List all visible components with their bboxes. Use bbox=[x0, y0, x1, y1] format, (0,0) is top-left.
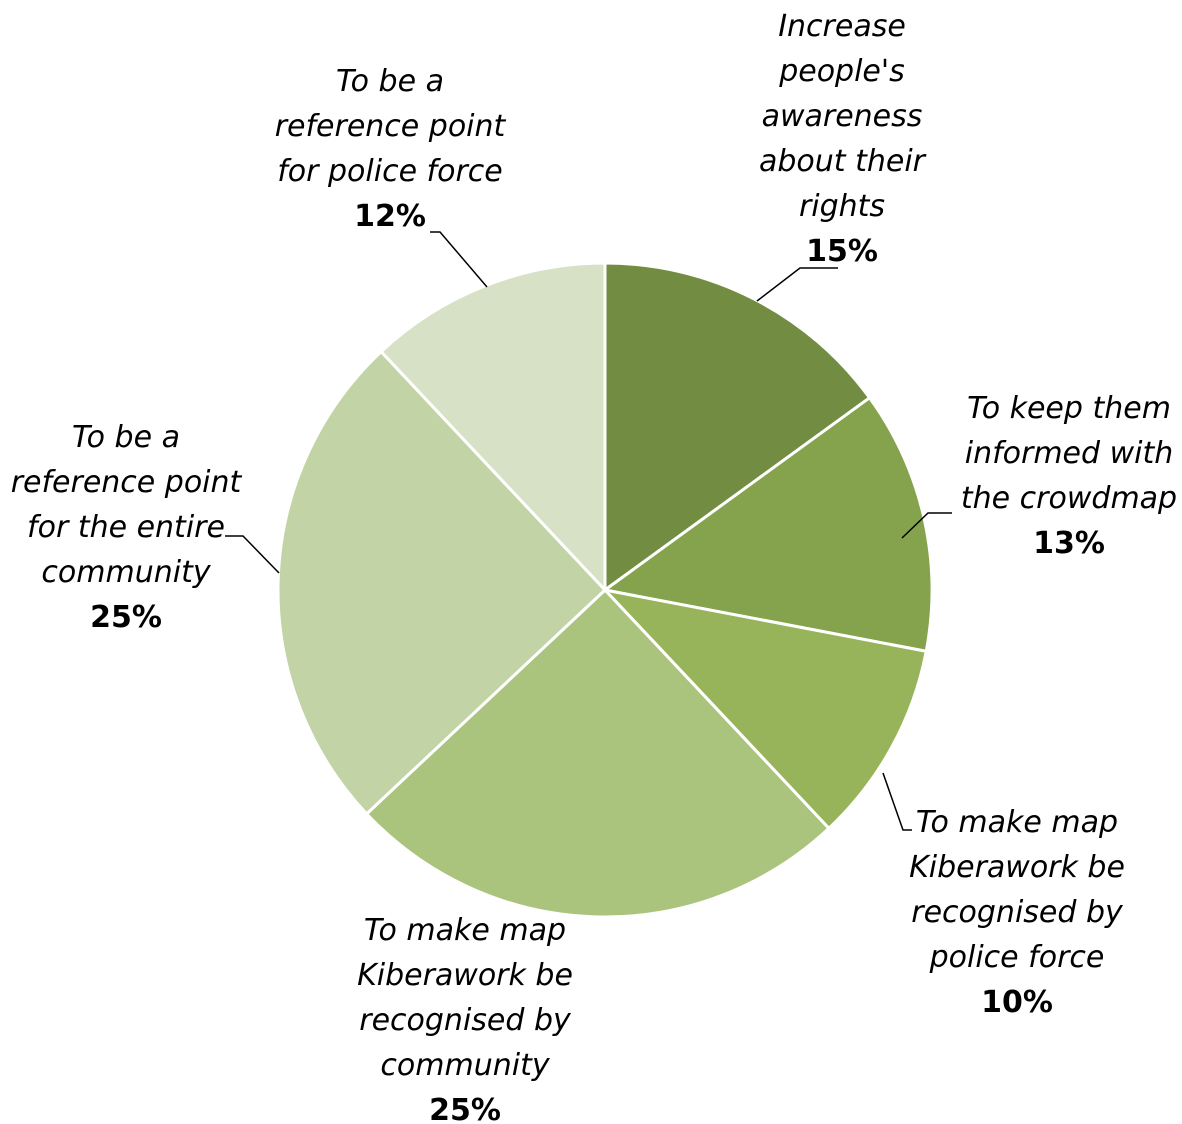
category-label-line: awareness bbox=[762, 99, 923, 134]
category-label-line: reference point bbox=[275, 109, 507, 144]
category-label-line: Kiberawork be bbox=[909, 850, 1125, 885]
category-label-line: Kiberawork be bbox=[357, 958, 573, 993]
leader-lines-layer bbox=[225, 231, 952, 831]
slice-label: To be a reference point for the entire comm… bbox=[11, 420, 243, 635]
leader-line bbox=[225, 535, 280, 574]
category-label-line: the crowdmap bbox=[961, 481, 1177, 516]
slice-label: To keep them informed with the crowdmap 13% bbox=[961, 391, 1177, 561]
labels-layer: Increase people's awareness about their righ… bbox=[11, 9, 1177, 1124]
slices-layer bbox=[276, 261, 934, 919]
category-label-line: To make map bbox=[364, 913, 566, 948]
pie-slice bbox=[600, 587, 928, 831]
category-label-line: rights bbox=[799, 189, 885, 224]
category-label-line: for police force bbox=[277, 154, 503, 189]
leader-line bbox=[901, 512, 952, 539]
percentage-label: 15% bbox=[806, 234, 878, 269]
slice-label: To make map Kiberawork be recognised by com… bbox=[357, 913, 573, 1124]
category-label-line: community bbox=[41, 555, 211, 590]
category-label-line: informed with bbox=[965, 436, 1174, 471]
pie-slice bbox=[364, 587, 831, 919]
percentage-label: 10% bbox=[981, 985, 1053, 1020]
category-label-line: Increase bbox=[778, 9, 906, 44]
pie-slice bbox=[379, 261, 607, 594]
category-label-line: reference point bbox=[11, 465, 243, 500]
percentage-label: 25% bbox=[90, 600, 162, 635]
category-label-line: To be a bbox=[336, 64, 444, 99]
category-label-line: people's bbox=[778, 54, 905, 89]
percentage-label: 25% bbox=[429, 1093, 501, 1124]
category-label-line: police force bbox=[929, 940, 1105, 975]
category-label-line: To make map bbox=[916, 805, 1118, 840]
leader-line bbox=[882, 772, 912, 831]
category-label-line: To keep them bbox=[967, 391, 1171, 426]
percentage-label: 12% bbox=[354, 199, 426, 234]
pie-slice bbox=[276, 349, 608, 816]
category-label-line: about their bbox=[759, 144, 927, 179]
percentage-label: 13% bbox=[1033, 526, 1105, 561]
slice-label: To be a reference point for police force 12… bbox=[275, 64, 507, 234]
pie-slice bbox=[601, 395, 934, 654]
category-label-line: recognised by bbox=[911, 895, 1124, 930]
leader-line bbox=[756, 267, 838, 302]
pie-slice bbox=[603, 261, 872, 593]
category-label-line: recognised by bbox=[359, 1003, 572, 1038]
leader-line bbox=[430, 231, 488, 288]
category-label-line: To be a bbox=[72, 420, 180, 455]
category-label-line: community bbox=[380, 1048, 550, 1083]
slice-label: To make map Kiberawork be recognised by pol… bbox=[909, 805, 1125, 1020]
slice-label: Increase people's awareness about their righ… bbox=[759, 9, 927, 269]
category-label-line: for the entire bbox=[27, 510, 225, 545]
